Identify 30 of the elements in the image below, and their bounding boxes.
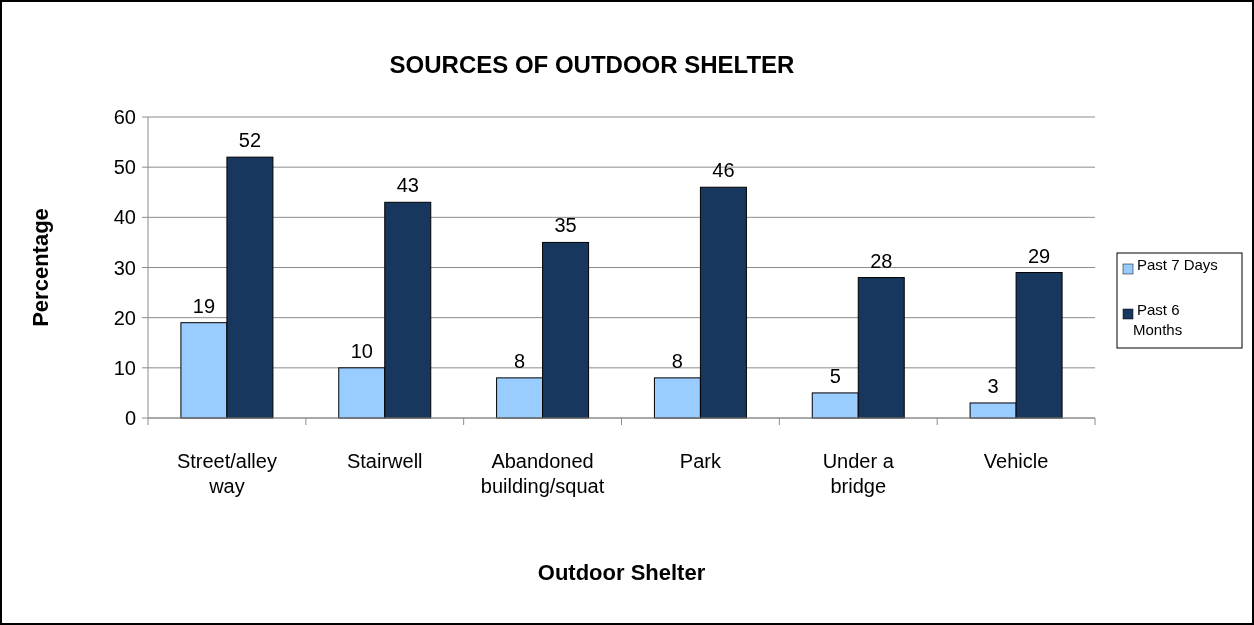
data-label: 35 bbox=[554, 214, 577, 237]
y-tick-label: 0 bbox=[124, 407, 136, 429]
x-axis-title: Outdoor Shelter bbox=[537, 560, 706, 585]
data-label: 29 bbox=[1027, 244, 1051, 267]
data-label: 43 bbox=[396, 174, 419, 197]
x-tick-label: Abandoned building/squat bbox=[480, 450, 605, 497]
data-label: 8 bbox=[514, 349, 526, 372]
data-label: 8 bbox=[671, 349, 683, 372]
data-label: 5 bbox=[829, 364, 841, 387]
y-tick-label: 40 bbox=[113, 206, 136, 229]
data-label: 52 bbox=[238, 129, 262, 152]
legend-label: Past 7 Days bbox=[1137, 256, 1218, 273]
x-tick-label: Street/alley way bbox=[176, 450, 277, 497]
y-tick-label: 30 bbox=[113, 256, 136, 279]
y-tick-label: 60 bbox=[113, 106, 136, 128]
chart-title: SOURCES OF OUTDOOR SHELTER bbox=[389, 51, 795, 78]
data-label: 46 bbox=[712, 159, 735, 182]
data-label: 10 bbox=[350, 339, 373, 362]
y-axis-title: Percentage bbox=[28, 208, 53, 327]
y-tick-label: 20 bbox=[113, 306, 136, 329]
data-label: 19 bbox=[192, 294, 216, 317]
x-tick-label: Park bbox=[679, 450, 722, 472]
data-label: 28 bbox=[870, 249, 893, 272]
data-label: 3 bbox=[987, 374, 999, 397]
x-tick-label: Vehicle bbox=[983, 450, 1049, 472]
x-tick-label: Under a bridge bbox=[822, 450, 895, 497]
legend-label: Past 6 Months bbox=[1133, 301, 1183, 338]
y-tick-label: 10 bbox=[113, 356, 136, 379]
x-tick-label: Stairwell bbox=[346, 450, 423, 472]
y-tick-label: 50 bbox=[113, 156, 136, 179]
